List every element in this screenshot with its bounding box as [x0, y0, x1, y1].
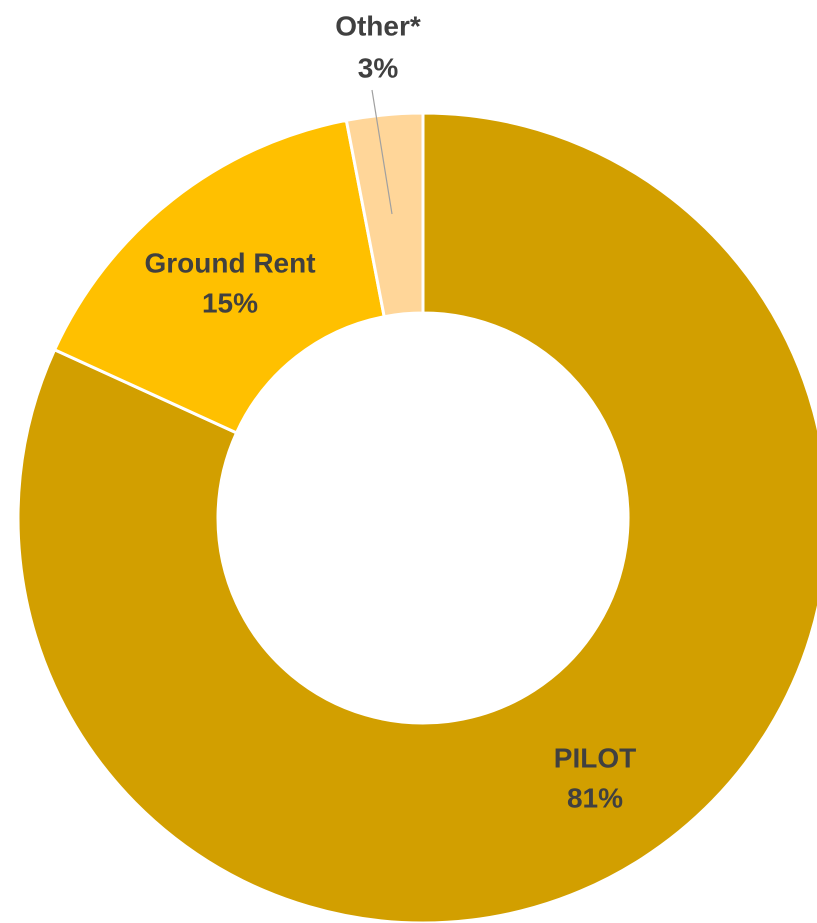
leader-line [371, 89, 393, 215]
donut-slice [52, 118, 386, 435]
slice-value-label: 15% [202, 287, 258, 318]
slice-label: Ground Rent [144, 247, 315, 278]
slice-label: PILOT [554, 742, 636, 773]
slice-value-label: 81% [567, 782, 623, 813]
donut-slice [344, 111, 425, 319]
slice-value-label: 3% [358, 52, 399, 83]
slice-label: Other* [335, 10, 421, 41]
donut-slice [16, 111, 817, 923]
